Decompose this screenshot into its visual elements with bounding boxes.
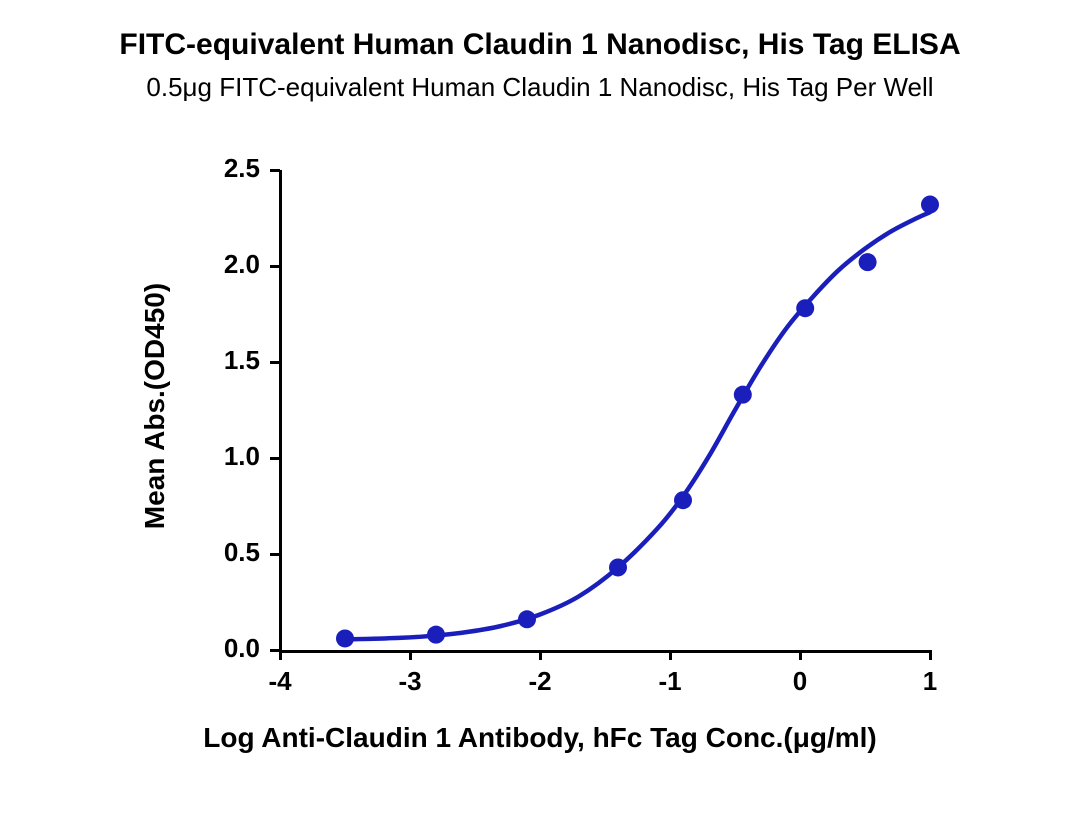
data-point xyxy=(734,386,752,404)
plot-svg xyxy=(0,0,1080,835)
fit-curve xyxy=(345,212,930,639)
data-point xyxy=(674,491,692,509)
data-point xyxy=(427,626,445,644)
chart-container: FITC-equivalent Human Claudin 1 Nanodisc… xyxy=(0,0,1080,835)
data-point xyxy=(859,253,877,271)
data-point xyxy=(796,299,814,317)
data-point xyxy=(609,558,627,576)
data-point xyxy=(921,196,939,214)
data-point xyxy=(336,629,354,647)
data-point xyxy=(518,610,536,628)
